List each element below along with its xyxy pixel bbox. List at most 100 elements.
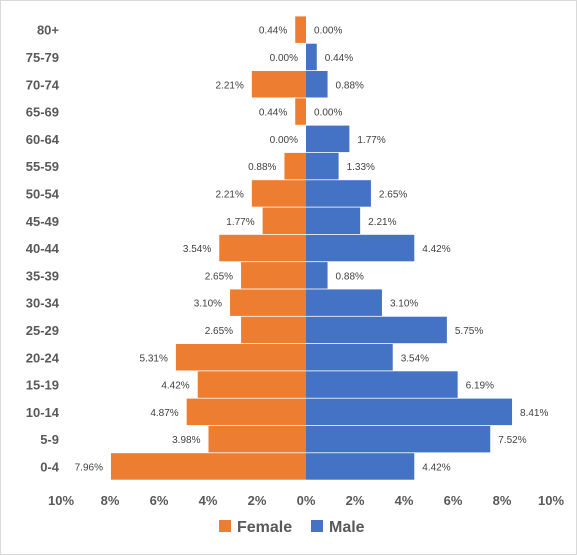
- male-data-label-5-9: 7.52%: [498, 435, 526, 446]
- male-bar-15-19: [306, 371, 458, 398]
- labels-layer: 0-4 7.96% 4.42% 5-9 3.98% 7.52% 10-14 4.87% 8.41…: [26, 23, 549, 475]
- x-tick-label: 6%: [444, 493, 463, 508]
- male-bar-50-54: [306, 180, 371, 207]
- male-bar-25-29: [306, 316, 447, 344]
- age-label-50-54: 50-54: [26, 186, 60, 201]
- male-data-label-70-74: 0.88%: [336, 80, 364, 91]
- female-data-label-45-49: 1.77%: [226, 217, 254, 228]
- age-label-70-74: 70-74: [26, 77, 60, 92]
- age-label-65-69: 65-69: [26, 105, 59, 120]
- male-bar-10-14: [306, 398, 513, 426]
- male-bar-40-44: [306, 234, 415, 262]
- female-data-label-20-24: 5.31%: [140, 353, 168, 364]
- age-label-20-24: 20-24: [26, 350, 60, 365]
- legend-swatch-female: [219, 520, 231, 532]
- female-data-label-80-plus: 0.44%: [259, 26, 287, 37]
- male-bar-75-79: [306, 43, 317, 71]
- female-bar-45-49: [262, 207, 306, 234]
- male-data-label-0-4: 4.42%: [422, 462, 450, 473]
- female-data-label-65-69: 0.44%: [259, 108, 287, 119]
- male-bar-70-74: [306, 71, 328, 98]
- legend-label-female: Female: [237, 519, 292, 536]
- female-bar-50-54: [251, 180, 306, 207]
- female-data-label-15-19: 4.42%: [161, 381, 189, 392]
- female-data-label-50-54: 2.21%: [215, 189, 243, 200]
- age-label-60-64: 60-64: [26, 132, 60, 147]
- male-data-label-50-54: 2.65%: [379, 189, 407, 200]
- male-bar-55-59: [306, 152, 339, 180]
- female-bar-30-34: [230, 289, 306, 316]
- female-bar-40-44: [219, 234, 306, 262]
- male-bar-60-64: [306, 125, 350, 153]
- male-data-label-65-69: 0.00%: [314, 108, 342, 119]
- female-bar-20-24: [175, 344, 306, 371]
- female-data-label-60-64: 0.00%: [270, 135, 298, 146]
- female-bar-10-14: [186, 398, 306, 426]
- male-data-label-35-39: 0.88%: [336, 271, 364, 282]
- age-label-30-34: 30-34: [26, 296, 60, 311]
- female-data-label-30-34: 3.10%: [194, 299, 222, 310]
- male-data-label-40-44: 4.42%: [422, 244, 450, 255]
- female-data-label-40-44: 3.54%: [183, 244, 211, 255]
- female-data-label-0-4: 7.96%: [75, 462, 103, 473]
- bars-layer: [110, 16, 513, 480]
- male-bar-0-4: [306, 453, 415, 480]
- age-label-15-19: 15-19: [26, 378, 59, 393]
- age-label-5-9: 5-9: [40, 432, 59, 447]
- age-label-40-44: 40-44: [26, 241, 60, 256]
- female-bar-80-plus: [295, 16, 306, 43]
- male-data-label-25-29: 5.75%: [455, 326, 483, 337]
- female-bar-5-9: [208, 425, 306, 453]
- male-data-label-20-24: 3.54%: [401, 353, 429, 364]
- female-data-label-75-79: 0.00%: [270, 53, 298, 64]
- x-tick-label: 10%: [48, 493, 74, 508]
- age-label-0-4: 0-4: [40, 459, 60, 474]
- female-bar-25-29: [241, 316, 306, 344]
- female-data-label-5-9: 3.98%: [172, 435, 200, 446]
- male-bar-35-39: [306, 262, 328, 289]
- x-tick-label: 4%: [395, 493, 414, 508]
- age-label-25-29: 25-29: [26, 323, 59, 338]
- female-bar-55-59: [284, 152, 306, 180]
- legend-label-male: Male: [329, 519, 365, 536]
- female-data-label-55-59: 0.88%: [248, 162, 276, 173]
- female-bar-15-19: [197, 371, 306, 398]
- x-tick-label: 2%: [346, 493, 365, 508]
- age-label-45-49: 45-49: [26, 214, 59, 229]
- male-bar-20-24: [306, 344, 393, 371]
- x-tick-label: 4%: [199, 493, 218, 508]
- age-label-75-79: 75-79: [26, 50, 59, 65]
- age-label-10-14: 10-14: [26, 405, 60, 420]
- female-data-label-70-74: 2.21%: [215, 80, 243, 91]
- age-label-80-plus: 80+: [37, 23, 59, 38]
- male-data-label-30-34: 3.10%: [390, 299, 418, 310]
- male-data-label-75-79: 0.44%: [325, 53, 353, 64]
- female-data-label-10-14: 4.87%: [150, 408, 178, 419]
- x-tick-label: 8%: [493, 493, 512, 508]
- x-tick-label: 0%: [297, 493, 316, 508]
- age-label-35-39: 35-39: [26, 268, 59, 283]
- legend-swatch-male: [311, 520, 323, 532]
- female-bar-0-4: [110, 453, 306, 480]
- x-tick-label: 8%: [101, 493, 120, 508]
- female-data-label-35-39: 2.65%: [205, 271, 233, 282]
- male-bar-30-34: [306, 289, 382, 316]
- male-data-label-15-19: 6.19%: [466, 381, 494, 392]
- axis-layer: 10% 8% 6% 4% 2% 0% 2% 4% 6% 8% 10%: [48, 493, 564, 508]
- x-tick-label: 6%: [150, 493, 169, 508]
- female-bar-70-74: [251, 71, 306, 98]
- male-data-label-45-49: 2.21%: [368, 217, 396, 228]
- x-tick-label: 10%: [538, 493, 564, 508]
- female-bar-65-69: [295, 98, 306, 125]
- legend: Female Male: [219, 519, 365, 536]
- male-data-label-10-14: 8.41%: [520, 408, 548, 419]
- age-label-55-59: 55-59: [26, 159, 59, 174]
- male-data-label-80-plus: 0.00%: [314, 26, 342, 37]
- male-data-label-55-59: 1.33%: [347, 162, 375, 173]
- male-bar-45-49: [306, 207, 361, 234]
- x-tick-label: 2%: [248, 493, 267, 508]
- female-bar-35-39: [241, 262, 306, 289]
- female-data-label-25-29: 2.65%: [205, 326, 233, 337]
- male-data-label-60-64: 1.77%: [357, 135, 385, 146]
